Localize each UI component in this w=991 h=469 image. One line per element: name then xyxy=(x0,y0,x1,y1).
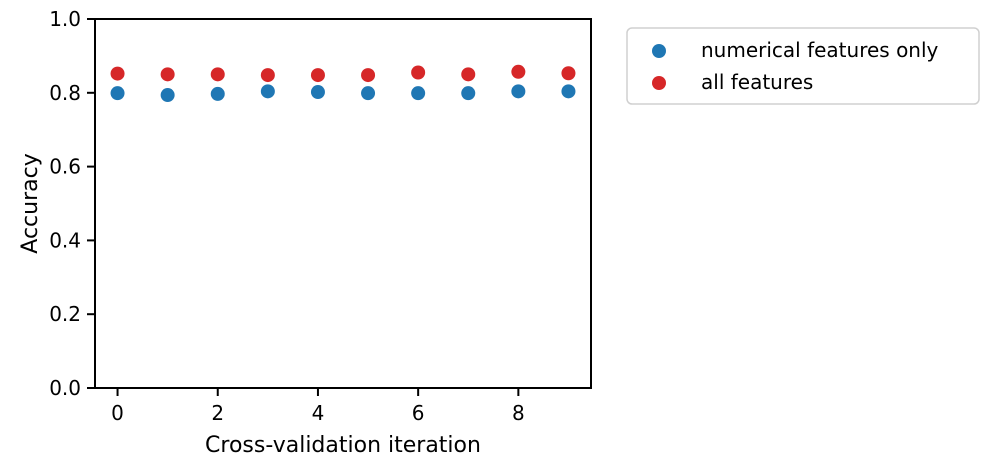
legend-label: all features xyxy=(701,70,813,94)
data-point xyxy=(361,68,376,83)
data-point xyxy=(160,67,175,82)
x-tick-label: 0 xyxy=(111,401,124,425)
legend-frame xyxy=(626,27,980,105)
data-point xyxy=(461,86,476,101)
legend-item: all features xyxy=(652,70,813,94)
y-tick-label: 0.4 xyxy=(49,228,81,252)
x-tick-label: 2 xyxy=(211,401,224,425)
legend-marker xyxy=(652,44,666,58)
data-point xyxy=(260,68,275,83)
x-tick-label: 6 xyxy=(412,401,425,425)
legend-marker xyxy=(652,76,666,90)
data-point xyxy=(511,64,526,79)
data-point xyxy=(160,88,175,103)
series-1 xyxy=(110,84,576,103)
axes-frame xyxy=(94,18,592,389)
x-tick-label: 8 xyxy=(512,401,525,425)
data-point xyxy=(210,67,225,82)
data-point xyxy=(511,84,526,99)
y-tick-label: 0.2 xyxy=(49,302,81,326)
data-point xyxy=(561,84,576,99)
data-point xyxy=(260,84,275,99)
legend-item: numerical features only xyxy=(652,38,939,62)
x-axis: 0 2 4 6 8 xyxy=(111,388,525,425)
x-tick-label: 4 xyxy=(312,401,325,425)
y-axis: 0.0 0.2 0.4 0.6 0.8 1.0 xyxy=(49,7,95,400)
data-point xyxy=(411,65,426,80)
data-point xyxy=(461,67,476,82)
data-point xyxy=(361,86,376,101)
data-point xyxy=(561,66,576,81)
legend-label: numerical features only xyxy=(701,38,939,62)
data-point xyxy=(210,86,225,101)
y-tick-label: 0.8 xyxy=(49,81,81,105)
data-point xyxy=(310,85,325,100)
y-axis-label: Accuracy xyxy=(18,153,43,253)
plot-area xyxy=(94,18,592,389)
y-tick-label: 1.0 xyxy=(49,7,81,31)
legend: numerical features only all features xyxy=(626,27,980,105)
y-tick-label: 0.6 xyxy=(49,155,81,179)
data-point xyxy=(110,66,125,81)
data-point xyxy=(310,68,325,83)
series-2 xyxy=(110,64,576,83)
y-tick-label: 0.0 xyxy=(49,376,81,400)
x-axis-label: Cross-validation iteration xyxy=(205,433,481,458)
data-point xyxy=(411,86,426,101)
data-point xyxy=(110,86,125,101)
